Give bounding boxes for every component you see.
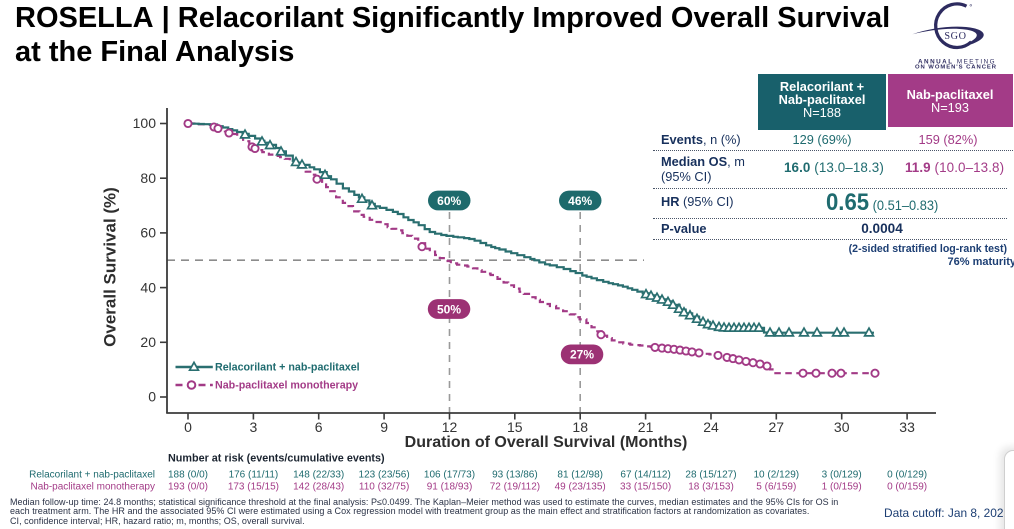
svg-text:0 (0/159): 0 (0/159) — [887, 482, 927, 493]
svg-text:Nab-paclitaxel monotherapy: Nab-paclitaxel monotherapy — [30, 482, 155, 493]
svg-text:0 (0/129): 0 (0/129) — [887, 470, 927, 481]
svg-text:28 (15/127): 28 (15/127) — [685, 470, 736, 481]
svg-text:Overall Survival (%): Overall Survival (%) — [101, 187, 120, 347]
svg-text:91 (18/93): 91 (18/93) — [427, 482, 473, 493]
svg-text:81 (12/98): 81 (12/98) — [557, 470, 603, 481]
svg-text:Relacorilant + nab-paclitaxel: Relacorilant + nab-paclitaxel — [29, 470, 155, 481]
svg-text:40: 40 — [140, 279, 156, 295]
svg-text:ANNUAL MEETING: ANNUAL MEETING — [918, 58, 996, 65]
svg-text:80: 80 — [140, 170, 156, 186]
svg-text:0: 0 — [184, 419, 192, 435]
svg-text:67 (14/112): 67 (14/112) — [620, 470, 670, 481]
svg-text:12: 12 — [442, 419, 458, 435]
svg-text:18 (3/153): 18 (3/153) — [688, 482, 734, 493]
svg-text:193 (0/0): 193 (0/0) — [168, 482, 208, 493]
svg-text:100: 100 — [133, 115, 157, 131]
svg-text:72 (19/112): 72 (19/112) — [490, 482, 540, 493]
svg-text:142 (28/43): 142 (28/43) — [293, 482, 344, 493]
svg-text:33 (15/150): 33 (15/150) — [620, 482, 671, 493]
svg-text:60: 60 — [140, 225, 156, 241]
svg-text:5 (6/159): 5 (6/159) — [756, 482, 796, 493]
svg-text:30: 30 — [834, 419, 850, 435]
svg-text:15: 15 — [507, 419, 523, 435]
svg-text:18: 18 — [572, 419, 588, 435]
svg-text:6: 6 — [315, 419, 323, 435]
svg-text:3: 3 — [250, 419, 258, 435]
svg-text:50%: 50% — [437, 302, 461, 316]
svg-text:Duration of Overall Survival (: Duration of Overall Survival (Months) — [405, 434, 688, 451]
svg-text:3 (0/129): 3 (0/129) — [822, 470, 862, 481]
svg-text:21: 21 — [638, 419, 654, 435]
svg-text:27: 27 — [769, 419, 785, 435]
svg-text:ON WOMEN'S CANCER: ON WOMEN'S CANCER — [915, 64, 997, 70]
svg-text:110 (32/75): 110 (32/75) — [359, 482, 409, 493]
svg-text:24: 24 — [703, 419, 719, 435]
svg-text:176 (11/11): 176 (11/11) — [229, 470, 279, 481]
svg-text:173 (15/15): 173 (15/15) — [228, 482, 279, 493]
svg-text:33: 33 — [899, 419, 915, 435]
svg-text:1 (0/159): 1 (0/159) — [822, 482, 862, 493]
svg-text:Number at risk (events/cumulat: Number at risk (events/cumulative events… — [168, 453, 385, 465]
svg-text:60%: 60% — [437, 194, 461, 208]
svg-text:93 (13/86): 93 (13/86) — [492, 470, 538, 481]
svg-text:106 (17/73): 106 (17/73) — [424, 470, 475, 481]
svg-text:9: 9 — [380, 419, 388, 435]
svg-text:148 (22/33): 148 (22/33) — [293, 470, 344, 481]
svg-text:10 (2/129): 10 (2/129) — [754, 470, 800, 481]
svg-text:Relacorilant + nab-paclitaxel: Relacorilant + nab-paclitaxel — [215, 362, 360, 374]
svg-text:27%: 27% — [570, 348, 594, 362]
svg-text:123 (23/56): 123 (23/56) — [359, 470, 410, 481]
svg-text:49 (23/135): 49 (23/135) — [555, 482, 606, 493]
svg-text:20: 20 — [140, 334, 156, 350]
svg-text:SGO: SGO — [944, 31, 966, 42]
svg-text:46%: 46% — [568, 194, 592, 208]
svg-text:Nab-paclitaxel monotherapy: Nab-paclitaxel monotherapy — [215, 380, 358, 392]
svg-text:188 (0/0): 188 (0/0) — [168, 470, 208, 481]
svg-text:0: 0 — [148, 389, 156, 405]
